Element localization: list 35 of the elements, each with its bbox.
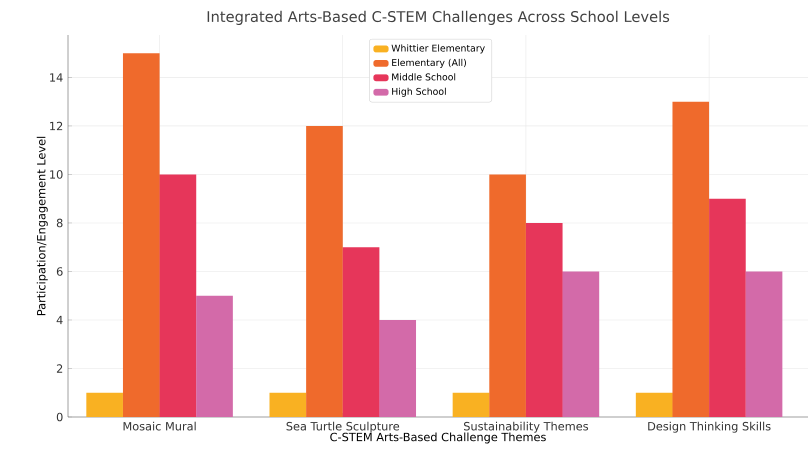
bar [196,296,233,417]
y-tick-label: 0 [56,412,63,422]
y-tick-label: 10 [50,170,63,179]
bar [160,174,196,417]
bar [122,53,160,417]
x-tick-label: Design Thinking Skills [648,422,771,433]
bar [452,392,490,417]
legend-label: Whittier Elementary [392,44,485,54]
y-tick-label: 2 [56,364,62,373]
x-tick-label: Mosaic Mural [124,422,196,430]
x-tick-label: Sustainability Themes [464,422,588,433]
chart-title: Integrated Arts-Based C-STEM Challenges Across School Levels [208,10,670,25]
bar [709,198,746,417]
y-tick-label: 4 [56,316,63,324]
x-axis-title: C-STEM Arts-Based Challenge Themes [330,432,546,444]
bar [672,102,710,417]
y-tick-label: 12 [50,122,62,130]
bar [86,392,123,417]
y-axis-title: Participation/Engagement Level [36,136,48,316]
legend-label: Middle School [392,73,456,80]
bar [746,271,782,417]
bar [636,392,672,417]
y-tick-label: 14 [50,73,63,82]
bar [562,271,600,417]
bar [489,174,526,417]
y-tick-label: 6 [56,267,63,276]
bar [306,126,343,417]
bar [379,320,416,417]
legend-label: Elementary (All) [392,58,466,68]
legend-label: High School [392,88,446,97]
y-tick-label: 8 [56,218,63,228]
bar [526,222,563,417]
bar [342,247,380,417]
x-tick-label: Sea Turtle Sculpture [286,422,400,433]
bar [269,392,306,417]
